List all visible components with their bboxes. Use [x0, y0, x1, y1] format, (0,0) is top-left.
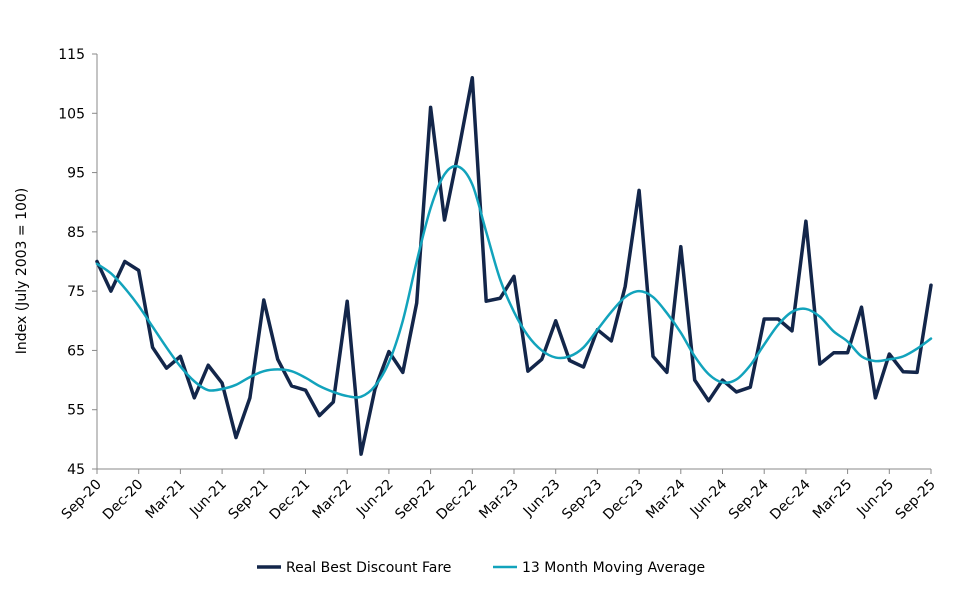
legend: Real Best Discount Fare 13 Month Moving A…	[257, 560, 705, 576]
series-line-real-best-discount-fare	[95, 75, 933, 456]
legend-label: 13 Month Moving Average	[522, 560, 705, 576]
x-tick-label: Mar-25	[810, 477, 856, 523]
y-tick-label: 75	[67, 284, 85, 300]
x-tick-label: Sep-23	[559, 477, 605, 523]
x-tick-label: Sep-25	[893, 477, 939, 523]
x-tick-label: Mar-21	[143, 477, 189, 523]
series-layer	[95, 75, 933, 456]
y-axis-title: Index (July 2003 = 100)	[14, 188, 30, 355]
series-line-moving-average	[95, 164, 933, 399]
y-tick-label: 65	[67, 343, 85, 359]
y-tick-label: 55	[67, 403, 85, 419]
x-tick-label: Jun-23	[520, 477, 564, 521]
x-tick-label: Sep-24	[726, 476, 772, 522]
y-tick-label: 95	[67, 166, 85, 182]
x-tick-label: Sep-21	[225, 477, 271, 523]
x-tick-label: Mar-23	[476, 477, 522, 523]
x-axis: Sep-20Dec-20Mar-21Jun-21Sep-21Dec-21Mar-…	[59, 468, 939, 524]
x-tick-label: Jun-25	[853, 477, 897, 521]
y-tick-label: 85	[67, 225, 85, 241]
y-tick-label: 105	[58, 106, 85, 122]
x-tick-label: Mar-22	[309, 477, 355, 523]
y-tick-label: 45	[67, 462, 85, 478]
x-tick-label: Sep-20	[59, 477, 105, 523]
legend-label: Real Best Discount Fare	[286, 560, 451, 576]
x-tick-label: Dec-20	[100, 477, 147, 524]
x-tick-label: Dec-24	[767, 476, 814, 523]
y-tick-label: 115	[58, 47, 85, 63]
x-tick-label: Jun-24	[687, 476, 731, 520]
y-axis: 45 55 65 75 85 95 105 115	[58, 47, 98, 478]
x-tick-label: Dec-22	[433, 477, 480, 524]
x-tick-label: Jun-21	[186, 477, 230, 521]
x-tick-label: Jun-22	[353, 477, 397, 521]
x-tick-label: Dec-21	[267, 477, 314, 524]
x-tick-label: Mar-24	[643, 476, 689, 522]
x-tick-label: Sep-22	[392, 477, 438, 523]
x-tick-label: Dec-23	[600, 477, 647, 524]
